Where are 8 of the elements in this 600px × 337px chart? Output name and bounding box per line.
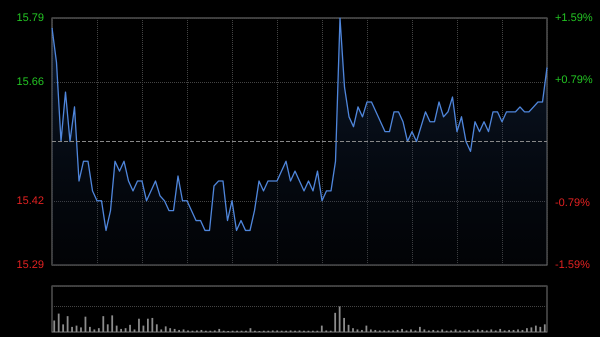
y2-tick-label: -1.59% [555,259,590,271]
y-tick-label: 15.42 [16,194,44,207]
y2-tick-label: -0.79% [555,196,590,209]
y-tick-label: 15.79 [16,12,44,24]
y-tick-label: 15.66 [16,76,44,88]
y2-tick-label: +1.59% [555,12,593,24]
y2-tick-label: +0.79% [555,74,593,86]
y-tick-label: 15.29 [16,259,44,271]
